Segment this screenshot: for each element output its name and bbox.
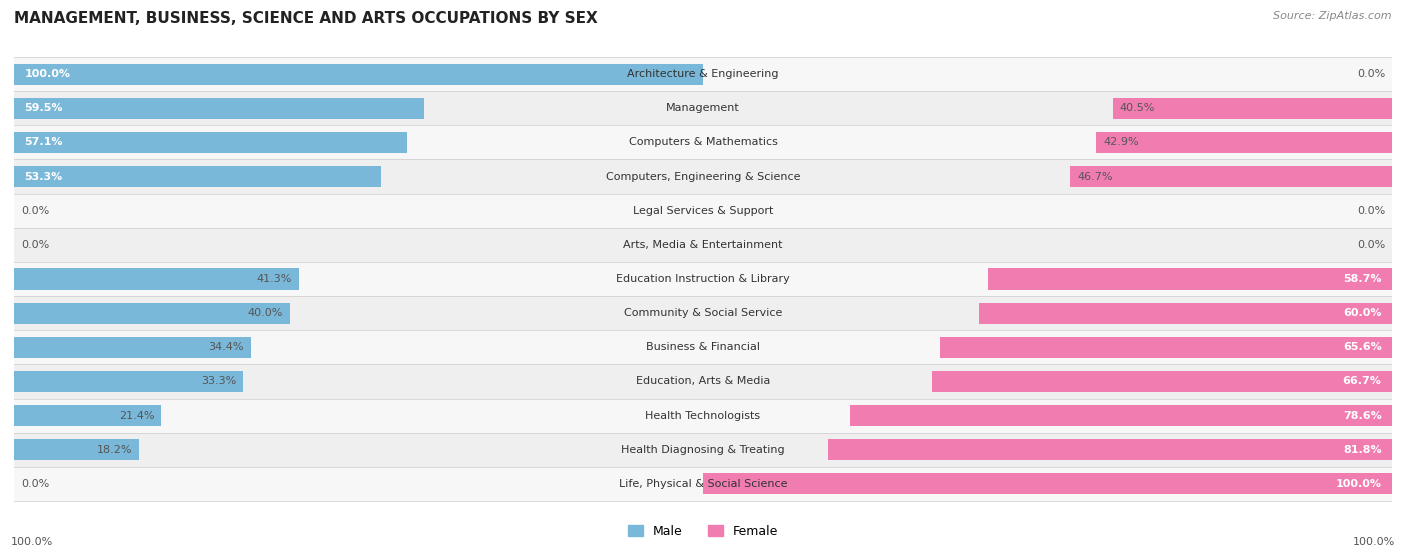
Text: Management: Management: [666, 103, 740, 113]
Text: Education Instruction & Library: Education Instruction & Library: [616, 274, 790, 284]
Bar: [14, 160, 1392, 194]
Text: 65.6%: 65.6%: [1343, 342, 1382, 352]
Text: Health Diagnosing & Treating: Health Diagnosing & Treating: [621, 445, 785, 455]
Text: 100.0%: 100.0%: [24, 69, 70, 79]
Bar: [1114, 98, 1392, 119]
Text: 0.0%: 0.0%: [21, 206, 49, 216]
Text: 66.7%: 66.7%: [1343, 377, 1382, 387]
Text: 42.9%: 42.9%: [1104, 137, 1139, 147]
Text: Community & Social Service: Community & Social Service: [624, 308, 782, 318]
Bar: [1070, 166, 1392, 187]
Bar: [14, 302, 290, 324]
Bar: [14, 330, 1392, 364]
Bar: [14, 57, 1392, 91]
Text: 0.0%: 0.0%: [21, 240, 49, 250]
Bar: [14, 98, 425, 119]
Text: 34.4%: 34.4%: [208, 342, 245, 352]
Text: 100.0%: 100.0%: [11, 537, 53, 547]
Text: 0.0%: 0.0%: [1357, 240, 1385, 250]
Text: Computers, Engineering & Science: Computers, Engineering & Science: [606, 171, 800, 181]
Bar: [14, 405, 162, 426]
Text: MANAGEMENT, BUSINESS, SCIENCE AND ARTS OCCUPATIONS BY SEX: MANAGEMENT, BUSINESS, SCIENCE AND ARTS O…: [14, 11, 598, 26]
Bar: [14, 194, 1392, 228]
Bar: [14, 132, 408, 153]
Text: 59.5%: 59.5%: [24, 103, 63, 113]
Bar: [987, 268, 1392, 290]
Bar: [14, 262, 1392, 296]
Bar: [14, 336, 252, 358]
Bar: [932, 371, 1392, 392]
Bar: [941, 336, 1392, 358]
Bar: [14, 371, 243, 392]
Bar: [14, 91, 1392, 126]
Bar: [14, 228, 1392, 262]
Text: Source: ZipAtlas.com: Source: ZipAtlas.com: [1274, 11, 1392, 21]
Text: Arts, Media & Entertainment: Arts, Media & Entertainment: [623, 240, 783, 250]
Legend: Male, Female: Male, Female: [623, 519, 783, 543]
Bar: [14, 126, 1392, 160]
Bar: [14, 296, 1392, 330]
Text: 46.7%: 46.7%: [1077, 171, 1112, 181]
Text: Legal Services & Support: Legal Services & Support: [633, 206, 773, 216]
Bar: [703, 473, 1392, 494]
Text: 21.4%: 21.4%: [120, 411, 155, 421]
Text: Education, Arts & Media: Education, Arts & Media: [636, 377, 770, 387]
Text: 58.7%: 58.7%: [1343, 274, 1382, 284]
Text: 53.3%: 53.3%: [24, 171, 63, 181]
Bar: [14, 439, 139, 460]
Text: 57.1%: 57.1%: [24, 137, 63, 147]
Text: 0.0%: 0.0%: [21, 479, 49, 489]
Text: 100.0%: 100.0%: [1353, 537, 1395, 547]
Text: 40.5%: 40.5%: [1119, 103, 1156, 113]
Text: 60.0%: 60.0%: [1343, 308, 1382, 318]
Text: 100.0%: 100.0%: [1336, 479, 1382, 489]
Text: 0.0%: 0.0%: [1357, 69, 1385, 79]
Text: 78.6%: 78.6%: [1343, 411, 1382, 421]
Bar: [14, 166, 381, 187]
Text: Life, Physical & Social Science: Life, Physical & Social Science: [619, 479, 787, 489]
Text: 0.0%: 0.0%: [1357, 206, 1385, 216]
Text: 18.2%: 18.2%: [97, 445, 132, 455]
Bar: [979, 302, 1392, 324]
Bar: [14, 467, 1392, 501]
Text: Health Technologists: Health Technologists: [645, 411, 761, 421]
Bar: [851, 405, 1392, 426]
Text: 81.8%: 81.8%: [1343, 445, 1382, 455]
Bar: [14, 432, 1392, 467]
Bar: [828, 439, 1392, 460]
Bar: [14, 364, 1392, 398]
Text: Architecture & Engineering: Architecture & Engineering: [627, 69, 779, 79]
Text: 41.3%: 41.3%: [256, 274, 291, 284]
Bar: [1097, 132, 1392, 153]
Bar: [14, 398, 1392, 432]
Text: 33.3%: 33.3%: [201, 377, 236, 387]
Bar: [14, 64, 703, 85]
Text: 40.0%: 40.0%: [247, 308, 283, 318]
Text: Business & Financial: Business & Financial: [645, 342, 761, 352]
Bar: [14, 268, 298, 290]
Text: Computers & Mathematics: Computers & Mathematics: [628, 137, 778, 147]
